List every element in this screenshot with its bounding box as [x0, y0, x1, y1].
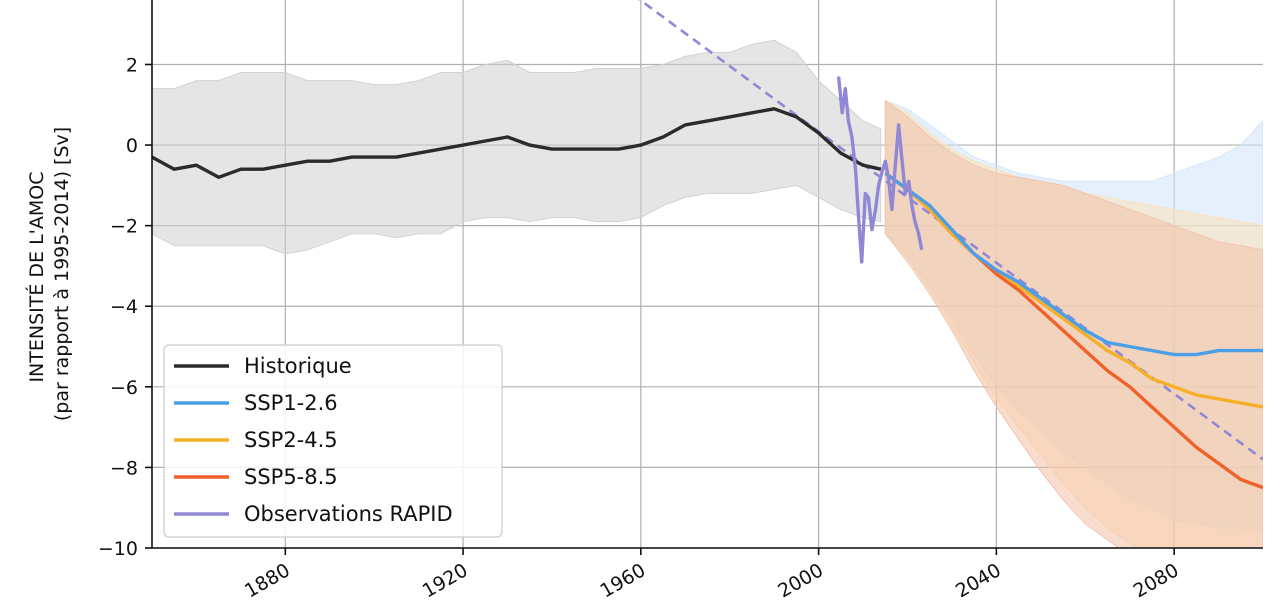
y-tick-label: −8	[110, 457, 138, 479]
legend: Historique SSP1-2.6 SSP2-4.5 SSP5-8.5 Observ…	[163, 344, 503, 538]
legend-label: Historique	[244, 354, 352, 378]
y-tick-label: −6	[110, 377, 138, 399]
legend-label: SSP1-2.6	[244, 391, 338, 415]
y-axis-title-line-1: INTENSITÉ DE L'AMOC	[25, 171, 48, 382]
y-tick-label: −4	[110, 296, 138, 318]
line-historique	[152, 107, 882, 180]
band-historique	[152, 39, 882, 255]
x-tick-label: 1880	[241, 559, 294, 600]
legend-label: SSP5-8.5	[244, 465, 338, 489]
y-axis-ticks: 2 0 −2 −4 −6 −8 −10	[98, 54, 152, 560]
line-observations-rapid	[836, 76, 924, 264]
y-tick-label: 0	[126, 135, 138, 157]
line-ssp2-4-5	[884, 171, 1263, 409]
legend-box	[163, 344, 503, 538]
axes	[151, 0, 1263, 549]
legend-label: Observations RAPID	[244, 502, 453, 526]
series-lines	[152, 0, 1263, 490]
y-axis-title-line-2: (par rapport à 1995-2014) [Sv]	[51, 127, 73, 421]
legend-label: SSP2-4.5	[244, 428, 338, 452]
y-tick-label: −10	[98, 538, 138, 560]
x-tick-label: 2000	[774, 559, 827, 600]
x-tick-label: 1920	[419, 559, 472, 600]
x-tick-label: 1960	[596, 559, 649, 600]
x-tick-label: 2080	[1130, 559, 1183, 600]
y-axis-title: INTENSITÉ DE L'AMOC (par rapport à 1995-…	[25, 127, 73, 421]
x-axis-ticks: 1880 1920 1960 2000 2040 2080	[241, 548, 1183, 600]
y-tick-label: 2	[126, 54, 138, 76]
line-ssp1-2-6	[884, 171, 1263, 357]
y-tick-label: −2	[110, 216, 138, 238]
x-tick-label: 2040	[952, 559, 1005, 600]
